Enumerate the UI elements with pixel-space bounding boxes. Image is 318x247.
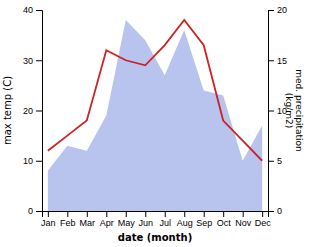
- x-axis: Jan Feb Mar Apr MayJun Jul AugSep OctNovDec: [41, 211, 271, 228]
- y2-tick: 15: [268, 56, 287, 66]
- x-tick: Jan: [41, 211, 56, 228]
- y-axis-title: max temp (C): [2, 76, 13, 145]
- y-tick-mark: [36, 161, 42, 162]
- x-tick: Jun: [139, 211, 154, 228]
- y2-axis-title-line: (kg/m2): [284, 93, 294, 128]
- y-tick: 30: [23, 56, 42, 66]
- y2-tick-mark: [268, 111, 274, 112]
- x-tick-label: Jan: [41, 218, 56, 228]
- x-tick-mark: [223, 211, 224, 217]
- y2-axis-title: med. precipitation(kg/m2): [284, 69, 304, 151]
- x-tick-label: Jul: [159, 218, 171, 228]
- y2-tick: 5: [268, 156, 282, 166]
- x-tick-mark: [204, 211, 205, 217]
- x-tick-label: Aug: [177, 218, 193, 228]
- x-tick-mark: [87, 211, 88, 217]
- y2-tick-mark: [268, 60, 274, 61]
- y-tick-mark: [36, 111, 42, 112]
- x-tick-mark: [184, 211, 185, 217]
- y-tick: 40: [23, 5, 42, 15]
- x-tick-label: May: [118, 218, 136, 228]
- x-tick: Aug: [177, 211, 193, 228]
- x-tick-label: Nov: [235, 218, 252, 228]
- chart: Jan Feb Mar Apr MayJun Jul AugSep OctNovDec 0 10 2…: [0, 0, 318, 247]
- y2-tick-mark: [268, 211, 274, 212]
- x-tick-label: Sep: [196, 218, 212, 228]
- x-tick-mark: [48, 211, 49, 217]
- y-tick-label: 0: [28, 206, 33, 216]
- y2-tick: 0: [268, 206, 282, 216]
- x-tick-mark: [145, 211, 146, 217]
- x-axis-title: date (month): [118, 232, 192, 243]
- y2-tick-label: 5: [277, 156, 282, 166]
- x-tick-mark: [243, 211, 244, 217]
- x-tick-mark: [126, 211, 127, 217]
- x-tick-label: Oct: [217, 218, 232, 228]
- x-tick-label: Jun: [139, 218, 154, 228]
- y-tick-label: 10: [23, 156, 33, 166]
- marks: [48, 20, 262, 211]
- y-tick: 0: [28, 206, 42, 216]
- y2-axis-line: [269, 11, 275, 212]
- plot-area: Jan Feb Mar Apr MayJun Jul AugSep OctNovDec 0 10 2…: [23, 5, 287, 228]
- y-tick: 10: [23, 156, 42, 166]
- x-tick-mark: [262, 211, 263, 217]
- x-tick: Dec: [255, 211, 272, 228]
- y-tick-mark: [36, 10, 42, 11]
- y2-tick-mark: [268, 161, 274, 162]
- y-axis-line: [36, 11, 43, 212]
- x-tick: Apr: [100, 211, 114, 228]
- x-tick-label: Feb: [60, 218, 76, 228]
- x-axis-line: [43, 212, 269, 218]
- y2-tick-label: 15: [277, 56, 287, 66]
- x-tick: Nov: [235, 211, 252, 228]
- temperature-line: [48, 20, 262, 161]
- x-tick-label: Apr: [100, 218, 114, 228]
- y-tick-label: 40: [23, 5, 33, 15]
- x-tick: Oct: [217, 211, 232, 228]
- x-tick: Mar: [80, 211, 96, 228]
- y2-tick: 20: [268, 5, 287, 15]
- x-tick-mark: [67, 211, 68, 217]
- y-tick: 20: [23, 106, 42, 116]
- x-tick: Jul: [159, 211, 171, 228]
- y-axis: 0 10 20 30 40: [23, 5, 43, 216]
- x-tick-mark: [165, 211, 166, 217]
- x-tick: May: [118, 211, 136, 228]
- y-tick-mark: [36, 211, 42, 212]
- y2-tick-label: 0: [277, 206, 282, 216]
- x-tick: Sep: [196, 211, 212, 228]
- y2-tick-mark: [268, 10, 274, 11]
- y2-axis-title-line: med. precipitation: [294, 69, 304, 151]
- x-tick: Feb: [60, 211, 76, 228]
- x-tick-mark: [106, 211, 107, 217]
- y-tick-mark: [36, 60, 42, 61]
- x-tick-label: Mar: [80, 218, 96, 228]
- y-tick-label: 30: [23, 56, 33, 66]
- precipitation-area: [48, 20, 262, 211]
- y-tick-label: 20: [23, 106, 33, 116]
- y2-tick-label: 20: [277, 5, 287, 15]
- x-tick-label: Dec: [255, 218, 272, 228]
